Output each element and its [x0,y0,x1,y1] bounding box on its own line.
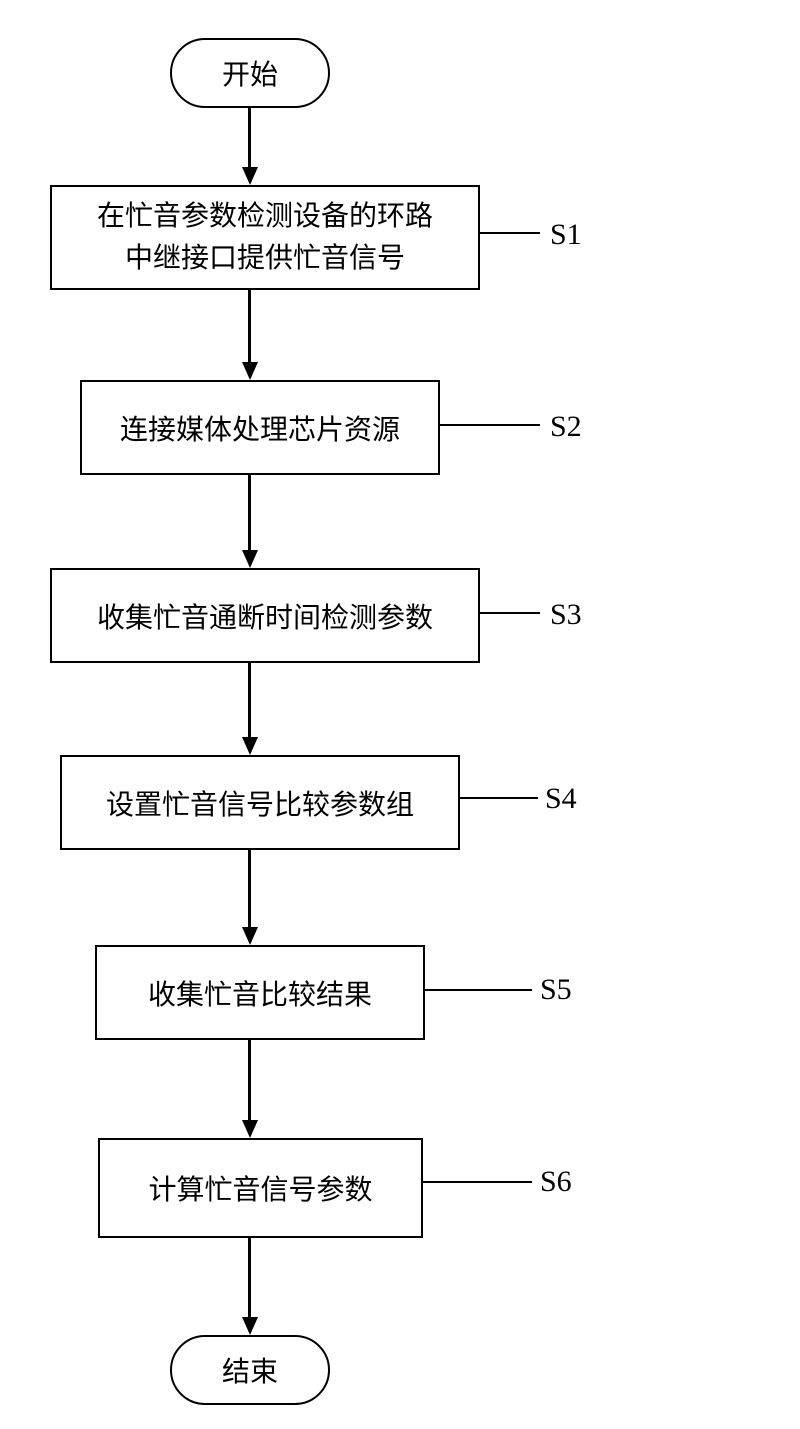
arrow-head [242,167,258,185]
arrow-line [248,850,251,927]
connector-line [480,612,540,614]
arrow-head [242,1120,258,1138]
connector-line [425,989,532,991]
s5-text: 收集忙音比较结果 [148,973,372,1013]
arrow-line [248,108,251,167]
arrow-line [248,1040,251,1120]
arrow-line [248,290,251,362]
connector-line [423,1181,532,1183]
arrow-head [242,737,258,755]
start-text: 开始 [222,53,278,93]
s1-text-line1: 在忙音参数检测设备的环路 [97,196,433,238]
label-s2: S2 [550,410,582,444]
s6-text: 计算忙音信号参数 [148,1168,372,1208]
arrow-head [242,1317,258,1335]
label-s5: S5 [540,973,572,1007]
s1-text-container: 在忙音参数检测设备的环路 中继接口提供忙音信号 [97,196,433,280]
label-s4: S4 [545,782,577,816]
process-s1: 在忙音参数检测设备的环路 中继接口提供忙音信号 [50,185,480,290]
process-s5: 收集忙音比较结果 [95,945,425,1040]
arrow-line [248,475,251,550]
connector-line [440,424,540,426]
label-s1: S1 [550,218,582,252]
label-s3: S3 [550,598,582,632]
arrow-head [242,550,258,568]
start-terminal: 开始 [170,38,330,108]
s3-text: 收集忙音通断时间检测参数 [97,596,433,636]
arrow-head [242,362,258,380]
process-s4: 设置忙音信号比较参数组 [60,755,460,850]
end-terminal: 结束 [170,1335,330,1405]
arrow-line [248,1238,251,1317]
connector-line [460,797,538,799]
flowchart-container: 开始 在忙音参数检测设备的环路 中继接口提供忙音信号 S1 连接媒体处理芯片资源… [0,0,800,1429]
arrow-line [248,663,251,737]
connector-line [480,232,540,234]
end-text: 结束 [222,1350,278,1390]
arrow-head [242,927,258,945]
s2-text: 连接媒体处理芯片资源 [120,408,400,448]
s4-text: 设置忙音信号比较参数组 [106,783,414,823]
label-s6: S6 [540,1165,572,1199]
process-s6: 计算忙音信号参数 [98,1138,423,1238]
process-s3: 收集忙音通断时间检测参数 [50,568,480,663]
s1-text-line2: 中继接口提供忙音信号 [97,238,433,280]
process-s2: 连接媒体处理芯片资源 [80,380,440,475]
